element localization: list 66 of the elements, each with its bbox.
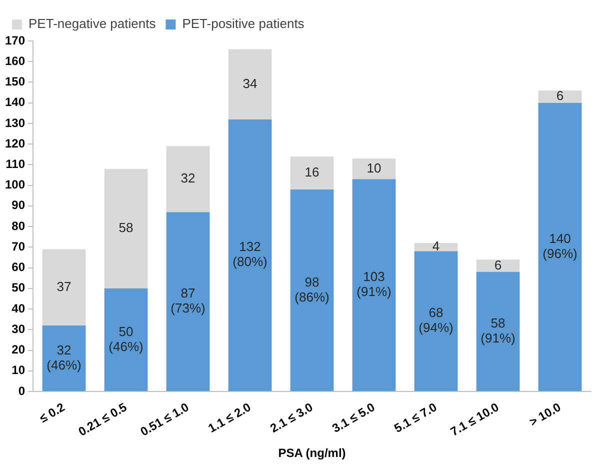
y-tick-label: 0 <box>18 384 26 398</box>
data-label: 103 (91%) <box>356 269 392 300</box>
bar <box>538 102 582 391</box>
bar <box>166 146 210 212</box>
y-tick-label: 30 <box>12 322 26 336</box>
bar <box>42 249 86 326</box>
bar <box>414 251 458 391</box>
x-tick-label: 1.1 ≤ 2.0 <box>206 400 254 436</box>
bar <box>476 272 520 391</box>
legend-label: PET-positive patients <box>182 16 305 32</box>
x-tick-label: > 10.0 <box>526 400 564 430</box>
y-tick-label: 80 <box>12 218 26 233</box>
bar <box>228 49 272 120</box>
data-label: 58 <box>118 220 134 236</box>
y-tick-label: 170 <box>4 33 26 48</box>
x-tick-label: 2.1 ≤ 3.0 <box>268 400 316 436</box>
y-tick-label: 110 <box>6 157 26 172</box>
data-label: 6 <box>494 257 502 272</box>
bar <box>290 156 334 190</box>
bar <box>104 288 148 391</box>
bar <box>352 179 396 391</box>
bar <box>166 212 210 391</box>
bar <box>104 168 148 288</box>
data-label: 32 (46%) <box>46 342 82 372</box>
x-tick-label: ≤ 0.2 <box>37 400 68 426</box>
data-label: 37 <box>56 278 72 294</box>
y-tick-label: 20 <box>12 342 26 357</box>
bar <box>42 326 86 391</box>
y-tick-label: 40 <box>12 301 26 316</box>
data-label: 132 (80%) <box>232 239 268 270</box>
x-tick-label: 5.1 ≤ 7.0 <box>392 400 440 436</box>
bar <box>290 189 334 391</box>
bar <box>352 158 396 180</box>
legend-label: PET-negative patients <box>28 16 156 32</box>
data-label: 58 (91%) <box>480 316 516 346</box>
data-label: 16 <box>304 164 320 180</box>
y-tick-label: 10 <box>12 363 26 378</box>
y-tick-label: 160 <box>4 54 26 68</box>
y-tick-label: 140 <box>4 95 26 110</box>
y-tick-label: 120 <box>4 136 26 150</box>
bar <box>476 260 520 272</box>
data-label: 50 (46%) <box>108 324 144 354</box>
y-tick-label: 90 <box>12 198 26 212</box>
x-tick-label: 0.51 ≤ 1.0 <box>138 400 192 439</box>
data-label: 140 (96%) <box>542 230 578 261</box>
x-tick-label: 7.1 ≤ 10.0 <box>448 400 502 439</box>
data-label: 34 <box>242 76 258 91</box>
y-tick-label: 60 <box>12 260 26 274</box>
data-label: 87 (73%) <box>170 286 206 316</box>
y-tick-label: 70 <box>12 239 26 254</box>
data-label: 68 (94%) <box>418 305 454 336</box>
data-label: 10 <box>366 160 382 176</box>
x-tick-label: 0.21 ≤ 0.5 <box>76 400 130 439</box>
data-label: 98 (86%) <box>294 274 330 304</box>
data-label: 32 <box>180 170 196 186</box>
x-tick-label: 3.1 ≤ 5.0 <box>330 400 378 436</box>
y-tick-label: 130 <box>4 116 26 130</box>
y-tick-label: 150 <box>4 74 26 89</box>
bar <box>414 243 458 252</box>
x-axis-title: PSA (ng/ml) <box>278 446 346 460</box>
bar <box>538 90 582 103</box>
y-tick-label: 50 <box>12 280 26 295</box>
data-label: 6 <box>556 88 564 104</box>
bar <box>228 119 272 391</box>
y-tick-label: 100 <box>4 178 26 192</box>
data-label: 4 <box>432 238 440 254</box>
